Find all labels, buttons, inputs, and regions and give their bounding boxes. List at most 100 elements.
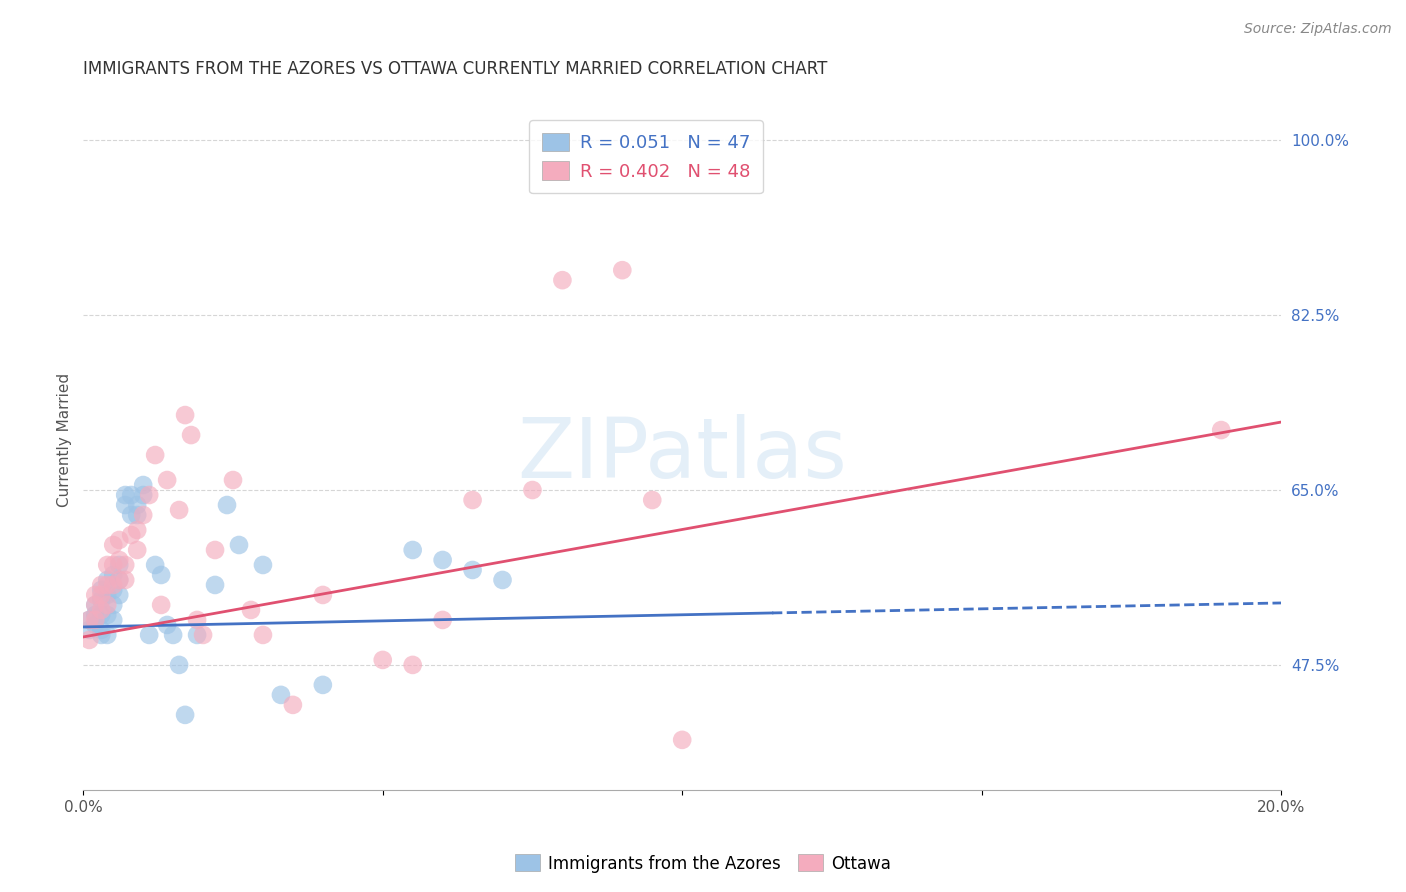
Legend: Immigrants from the Azores, Ottawa: Immigrants from the Azores, Ottawa [509, 847, 897, 880]
Point [84, 613, 107, 627]
Point [96, 628, 118, 642]
Point [90, 588, 112, 602]
Point [461, 563, 484, 577]
Point [1211, 423, 1233, 437]
Point [120, 488, 142, 502]
Point [174, 408, 197, 422]
Point [167, 657, 190, 672]
Point [120, 528, 142, 542]
Point [84, 588, 107, 602]
Point [270, 688, 292, 702]
Point [103, 582, 125, 597]
Point [612, 263, 634, 277]
Point [114, 488, 136, 502]
Legend: R = 0.051   N = 47, R = 0.402   N = 48: R = 0.051 N = 47, R = 0.402 N = 48 [530, 120, 763, 194]
Point [77, 613, 100, 627]
Point [108, 573, 131, 587]
Point [671, 732, 693, 747]
Point [127, 498, 149, 512]
Point [120, 508, 142, 522]
Point [127, 543, 149, 558]
Point [156, 473, 179, 487]
Point [132, 488, 155, 502]
Point [204, 543, 226, 558]
Point [402, 543, 425, 558]
Point [114, 498, 136, 512]
Point [84, 598, 107, 612]
Point [103, 538, 125, 552]
Point [432, 613, 454, 627]
Point [114, 558, 136, 572]
Point [90, 593, 112, 607]
Point [77, 623, 100, 637]
Point [143, 448, 166, 462]
Y-axis label: Currently Married: Currently Married [58, 373, 72, 508]
Point [108, 553, 131, 567]
Point [204, 578, 226, 592]
Point [402, 657, 425, 672]
Point [312, 588, 335, 602]
Point [138, 488, 160, 502]
Text: ZIPatlas: ZIPatlas [517, 414, 848, 494]
Point [150, 568, 173, 582]
Text: IMMIGRANTS FROM THE AZORES VS OTTAWA CURRENTLY MARRIED CORRELATION CHART: IMMIGRANTS FROM THE AZORES VS OTTAWA CUR… [83, 60, 828, 78]
Point [138, 628, 160, 642]
Point [491, 573, 513, 587]
Point [281, 698, 304, 712]
Point [641, 493, 664, 508]
Point [180, 428, 202, 442]
Point [103, 598, 125, 612]
Point [551, 273, 574, 287]
Point [174, 707, 197, 722]
Point [96, 598, 118, 612]
Point [150, 598, 173, 612]
Point [127, 523, 149, 537]
Point [90, 607, 112, 622]
Point [108, 573, 131, 587]
Point [90, 623, 112, 637]
Point [215, 498, 238, 512]
Point [84, 618, 107, 632]
Point [132, 478, 155, 492]
Point [143, 558, 166, 572]
Point [96, 588, 118, 602]
Point [186, 613, 208, 627]
Point [167, 503, 190, 517]
Text: Source: ZipAtlas.com: Source: ZipAtlas.com [1244, 22, 1392, 37]
Point [103, 558, 125, 572]
Point [114, 573, 136, 587]
Point [156, 618, 179, 632]
Point [252, 558, 274, 572]
Point [77, 632, 100, 647]
Point [103, 613, 125, 627]
Point [96, 558, 118, 572]
Point [522, 483, 544, 497]
Point [96, 607, 118, 622]
Point [90, 603, 112, 617]
Point [96, 578, 118, 592]
Point [371, 653, 394, 667]
Point [228, 538, 250, 552]
Point [108, 558, 131, 572]
Point [103, 578, 125, 592]
Point [432, 553, 454, 567]
Point [162, 628, 184, 642]
Point [240, 603, 263, 617]
Point [96, 573, 118, 587]
Point [461, 493, 484, 508]
Point [186, 628, 208, 642]
Point [90, 582, 112, 597]
Point [127, 508, 149, 522]
Point [132, 508, 155, 522]
Point [90, 628, 112, 642]
Point [222, 473, 245, 487]
Point [84, 598, 107, 612]
Point [90, 578, 112, 592]
Point [108, 533, 131, 547]
Point [103, 568, 125, 582]
Point [77, 613, 100, 627]
Point [108, 588, 131, 602]
Point [312, 678, 335, 692]
Point [84, 607, 107, 622]
Point [191, 628, 214, 642]
